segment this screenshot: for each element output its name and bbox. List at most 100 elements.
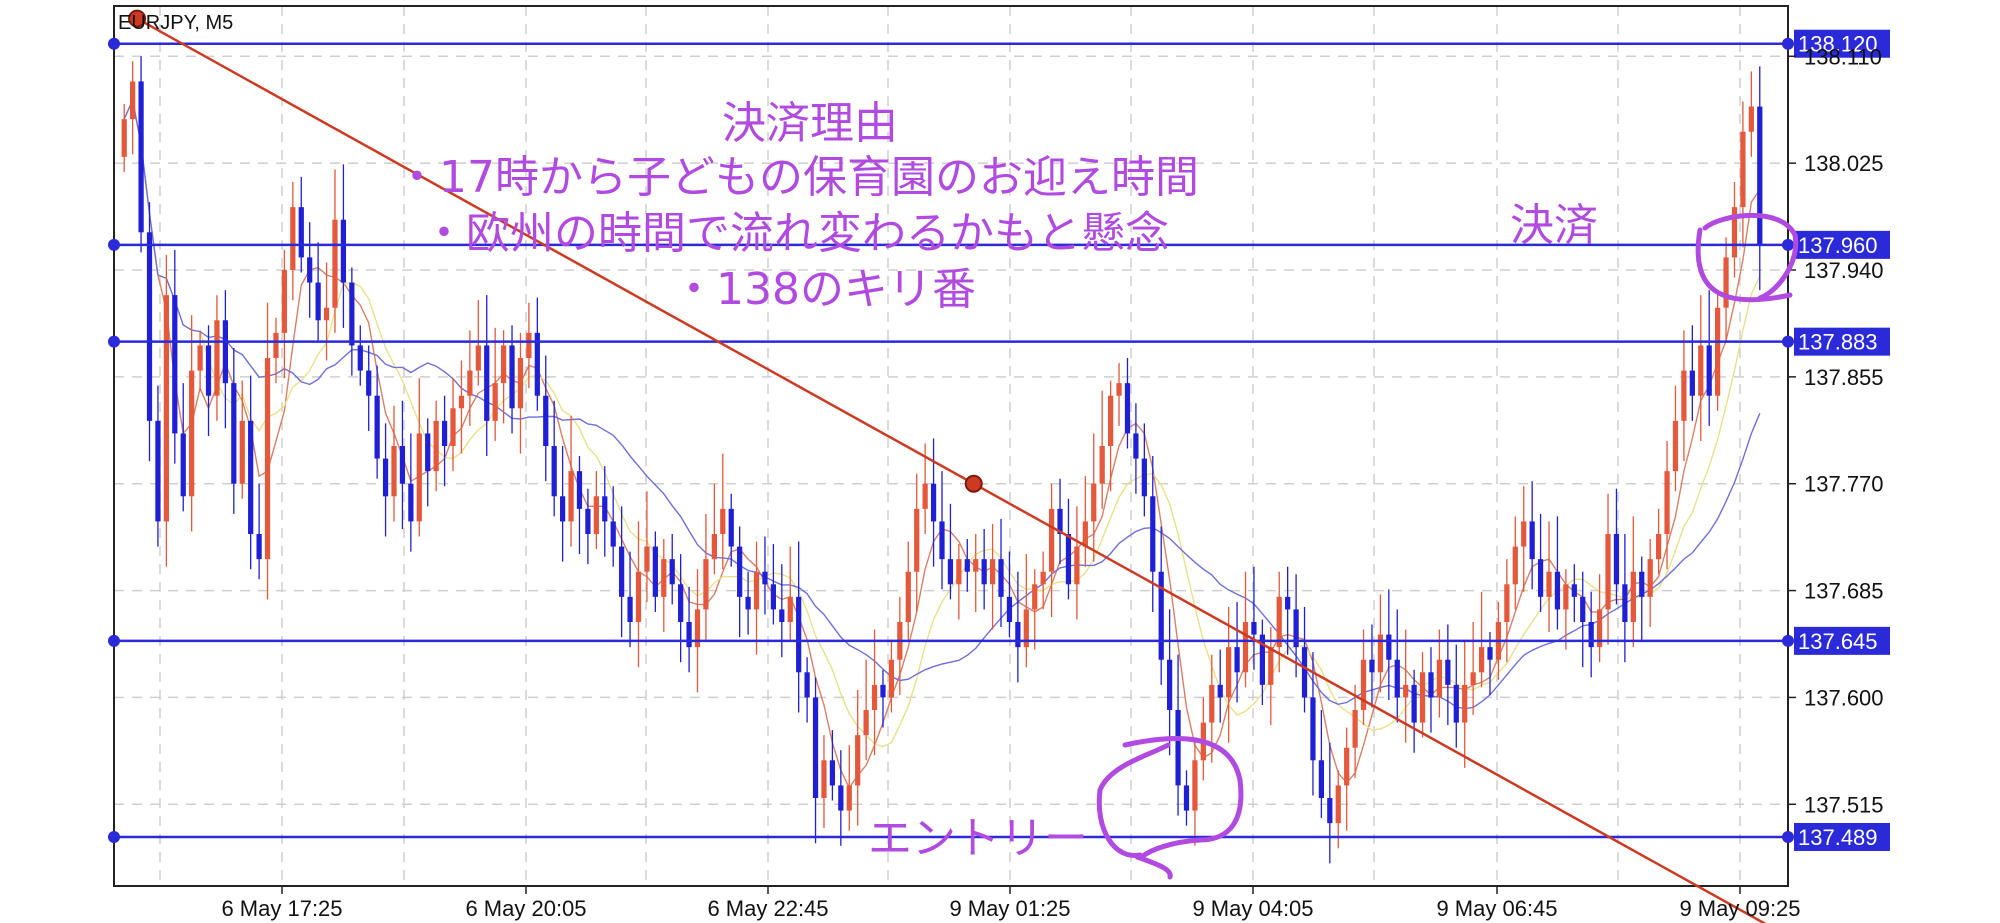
- candle-body: [298, 207, 304, 258]
- candle-body: [804, 672, 810, 698]
- candle-body: [981, 559, 987, 585]
- candle-body: [1369, 659, 1375, 673]
- candle-body: [231, 383, 237, 484]
- candle-body: [1175, 710, 1181, 786]
- candle-body: [374, 395, 380, 459]
- candle-body: [871, 684, 878, 710]
- candle-body: [1377, 634, 1384, 673]
- y-tick-label: 137.600: [1804, 685, 1884, 710]
- candle-body: [357, 345, 363, 371]
- candle-body: [1478, 647, 1485, 673]
- candle-body: [1335, 785, 1341, 824]
- candle-body: [1015, 622, 1021, 648]
- candle-body: [1074, 546, 1080, 585]
- candle-body: [1065, 534, 1072, 585]
- candle-body: [1630, 571, 1636, 622]
- handwritten-marks: [1096, 212, 1799, 880]
- candle-body: [1681, 370, 1687, 421]
- entry-label: エントリー: [868, 813, 1088, 864]
- candle-body: [1521, 521, 1527, 547]
- candle-body: [652, 546, 658, 597]
- candle-body: [517, 358, 524, 409]
- candle-body: [829, 760, 836, 786]
- candle-body: [1167, 659, 1173, 710]
- candle-body: [1613, 534, 1620, 585]
- plot-area-frame: [113, 5, 1789, 887]
- level-price-text: 137.960: [1798, 233, 1878, 258]
- candle-body: [1327, 798, 1333, 824]
- candle-body: [930, 483, 937, 522]
- level-price-badge: [1794, 626, 1890, 655]
- candle-body: [551, 446, 557, 497]
- candle-body: [1487, 647, 1493, 660]
- candle-body: [1470, 672, 1476, 685]
- candle-body: [214, 320, 220, 396]
- level-handle-right: [1782, 238, 1794, 251]
- candle-body: [619, 546, 625, 597]
- candle-body: [998, 559, 1004, 597]
- level-price-text: 137.645: [1798, 629, 1878, 654]
- entry-circle-mark: [1096, 736, 1244, 880]
- candle-body: [863, 710, 869, 736]
- candle-body: [1546, 571, 1552, 597]
- trendline-group[interactable]: [128, 9, 1810, 923]
- candle-body: [1403, 684, 1409, 698]
- ma-line: [123, 97, 1761, 710]
- candle-body: [1352, 710, 1358, 748]
- candle-body: [450, 408, 456, 446]
- annotation-text-group: 決済理由 ・17時から子どもの保育園のお迎え時間 ・欧州の時間で流れ変わるかもと…: [395, 98, 1598, 864]
- candle-body: [922, 483, 928, 509]
- x-tick-label: 9 May 06:45: [1436, 896, 1557, 921]
- candle-body: [1234, 647, 1240, 673]
- candle-body: [989, 559, 996, 585]
- symbol-label: EURJPY, M5: [118, 12, 233, 34]
- candle-body: [239, 420, 245, 484]
- candle-body: [1622, 584, 1628, 622]
- level-handle-left: [108, 238, 120, 251]
- candle-body: [1285, 596, 1291, 610]
- candle-body: [1419, 672, 1426, 723]
- candle-body: [973, 559, 979, 572]
- candle-body: [273, 332, 279, 358]
- candle-body: [163, 295, 169, 522]
- candle-body: [197, 345, 203, 371]
- y-tick-label: 137.855: [1804, 365, 1884, 390]
- candle-body: [568, 471, 574, 522]
- candle-body: [1360, 659, 1367, 710]
- candle-body: [1453, 684, 1459, 723]
- candle-body: [1394, 659, 1400, 698]
- candle-body: [821, 760, 827, 798]
- level-handle-left: [108, 335, 120, 348]
- candle-body: [484, 345, 490, 421]
- candle-body: [1032, 584, 1038, 610]
- candle-body: [1023, 609, 1029, 648]
- exit-reason-2: ・欧州の時間で流れ変わるかもと懸念: [422, 208, 1169, 259]
- candle-body: [1293, 609, 1299, 648]
- candle-body: [796, 596, 802, 673]
- candle-body: [1715, 307, 1721, 396]
- trendline-anchor-mid: [964, 474, 983, 493]
- level-price-badge: [1794, 29, 1890, 58]
- x-tick-label: 9 May 04:05: [1192, 896, 1313, 921]
- candle-body: [1108, 395, 1114, 446]
- exit-label: 決済: [1510, 200, 1598, 251]
- x-tick-label: 6 May 22:45: [707, 896, 828, 921]
- candlestick-series: [121, 56, 1763, 864]
- candle-body: [189, 370, 195, 497]
- level-handle-left: [108, 830, 120, 843]
- candle-body: [441, 420, 448, 446]
- candle-body: [205, 345, 212, 396]
- x-tick-label: 6 May 20:05: [465, 896, 586, 921]
- candle-body: [1580, 596, 1586, 622]
- horizontal-level-lines[interactable]: 138.120 137.960 137.883 137.645 137.489: [108, 29, 1890, 851]
- candle-body: [307, 257, 313, 283]
- candle-body: [526, 332, 532, 358]
- candle-body: [1259, 634, 1265, 685]
- level-handle-right: [1782, 37, 1794, 50]
- ma-line: [123, 97, 1761, 748]
- candle-body: [1040, 571, 1046, 585]
- candle-body: [855, 735, 861, 786]
- candle-body: [905, 571, 911, 622]
- candle-body: [1091, 483, 1097, 522]
- candle-body: [1445, 659, 1451, 685]
